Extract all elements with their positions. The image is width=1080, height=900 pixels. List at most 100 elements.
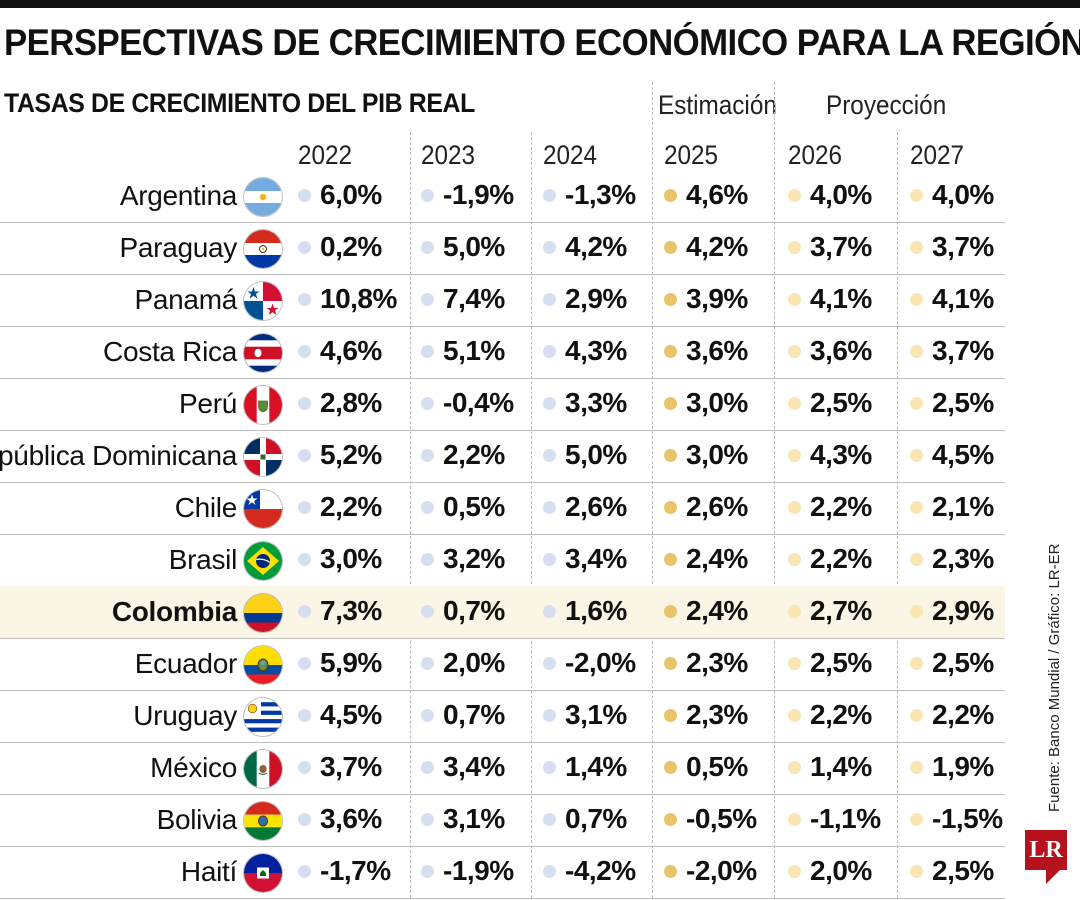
value-label: -1,7% bbox=[320, 855, 391, 886]
value-dot bbox=[298, 449, 311, 462]
table-row: Paraguay 0,2% 5,0% 4,2% 4,2% 3,7% 3,7% bbox=[0, 222, 1005, 275]
value-dot bbox=[298, 605, 311, 618]
value-label: 2,1% bbox=[932, 491, 994, 522]
value-label: 3,3% bbox=[565, 387, 627, 418]
value-label: 4,0% bbox=[810, 179, 872, 210]
value-label: 5,0% bbox=[443, 231, 505, 262]
chart-title: PERSPECTIVAS DE CRECIMIENTO ECONÓMICO PA… bbox=[4, 22, 1080, 63]
value-label: 2,2% bbox=[810, 543, 872, 574]
value-label: 2,2% bbox=[810, 491, 872, 522]
value-label: 3,7% bbox=[932, 231, 994, 262]
value-dot bbox=[543, 293, 556, 306]
value-label: 5,1% bbox=[443, 335, 505, 366]
value-dot bbox=[788, 657, 801, 670]
value-label: 2,3% bbox=[686, 699, 748, 730]
mexico-flag-icon bbox=[244, 750, 282, 788]
value-dot bbox=[910, 553, 923, 566]
value-dot bbox=[298, 657, 311, 670]
value-label: -1,9% bbox=[443, 855, 514, 886]
value-label: 3,2% bbox=[443, 543, 505, 574]
value-dot bbox=[664, 761, 677, 774]
column-divider bbox=[774, 82, 775, 898]
value-label: 2,2% bbox=[810, 699, 872, 730]
value-dot bbox=[298, 189, 311, 202]
value-label: 2,2% bbox=[320, 491, 382, 522]
value-label: 0,5% bbox=[443, 491, 505, 522]
value-dot bbox=[421, 449, 434, 462]
value-label: 3,6% bbox=[810, 335, 872, 366]
value-label: 0,2% bbox=[320, 231, 382, 262]
country-name: Ecuador bbox=[134, 648, 238, 679]
value-label: -2,0% bbox=[686, 855, 757, 886]
value-dot bbox=[910, 605, 923, 618]
country-name: Chile bbox=[174, 492, 238, 523]
value-dot bbox=[910, 761, 923, 774]
value-label: 5,2% bbox=[320, 439, 382, 470]
value-label: 2,0% bbox=[810, 855, 872, 886]
value-label: -1,3% bbox=[565, 179, 636, 210]
value-dot bbox=[543, 553, 556, 566]
value-label: 2,4% bbox=[686, 543, 748, 574]
value-label: 3,7% bbox=[810, 231, 872, 262]
value-label: -2,0% bbox=[565, 647, 636, 678]
chile-flag-icon bbox=[244, 490, 282, 528]
value-dot bbox=[664, 293, 677, 306]
value-dot bbox=[421, 345, 434, 358]
brazil-flag-icon bbox=[244, 542, 282, 580]
value-dot bbox=[664, 449, 677, 462]
value-label: 4,6% bbox=[320, 335, 382, 366]
value-label: 4,1% bbox=[810, 283, 872, 314]
value-label: 2,3% bbox=[686, 647, 748, 678]
column-divider bbox=[531, 132, 532, 898]
value-label: 2,7% bbox=[810, 595, 872, 626]
value-label: 4,0% bbox=[932, 179, 994, 210]
country-name: México bbox=[150, 752, 237, 783]
value-dot bbox=[543, 397, 556, 410]
uruguay-flag-icon bbox=[244, 698, 282, 736]
value-dot bbox=[788, 709, 801, 722]
value-dot bbox=[298, 501, 311, 514]
value-dot bbox=[664, 605, 677, 618]
value-label: 3,6% bbox=[320, 803, 382, 834]
value-dot bbox=[910, 449, 923, 462]
value-dot bbox=[664, 813, 677, 826]
group-label-projection: Proyección bbox=[826, 90, 947, 120]
group-label-estimate: Estimación bbox=[658, 90, 777, 120]
value-dot bbox=[298, 761, 311, 774]
table-row: Bolivia 3,6% 3,1% 0,7% -0,5% -1,1% -1,5% bbox=[0, 794, 1005, 847]
country-name: Paraguay bbox=[119, 232, 238, 263]
year-header-2024: 2024 bbox=[543, 140, 598, 170]
value-dot bbox=[788, 501, 801, 514]
value-dot bbox=[298, 397, 311, 410]
table-row: Ecuador 5,9% 2,0% -2,0% 2,3% 2,5% 2,5% bbox=[0, 638, 1005, 691]
table-row: Haití -1,7% -1,9% -4,2% -2,0% 2,0% 2,5% bbox=[0, 846, 1005, 899]
country-name: Panamá bbox=[134, 284, 238, 315]
ecuador-flag-icon bbox=[244, 646, 282, 684]
value-dot bbox=[421, 605, 434, 618]
value-dot bbox=[298, 813, 311, 826]
table-row: Argentina 6,0% -1,9% -1,3% 4,6% 4,0% 4,0% bbox=[0, 170, 1005, 223]
value-dot bbox=[298, 241, 311, 254]
table-row: Brasil 3,0% 3,2% 3,4% 2,4% 2,2% 2,3% bbox=[0, 534, 1005, 587]
table-row: Chile 2,2% 0,5% 2,6% 2,6% 2,2% 2,1% bbox=[0, 482, 1005, 535]
value-dot bbox=[298, 709, 311, 722]
value-dot bbox=[421, 189, 434, 202]
table-row: Costa Rica 4,6% 5,1% 4,3% 3,6% 3,6% 3,7% bbox=[0, 326, 1005, 379]
value-dot bbox=[910, 189, 923, 202]
value-label: 2,2% bbox=[932, 699, 994, 730]
year-header-2022: 2022 bbox=[298, 140, 353, 170]
value-label: 2,0% bbox=[443, 647, 505, 678]
value-dot bbox=[788, 813, 801, 826]
value-label: 4,6% bbox=[686, 179, 748, 210]
value-label: 2,5% bbox=[932, 387, 994, 418]
value-dot bbox=[543, 761, 556, 774]
year-header-2027: 2027 bbox=[910, 140, 965, 170]
value-dot bbox=[910, 345, 923, 358]
value-dot bbox=[664, 501, 677, 514]
value-label: 2,5% bbox=[810, 387, 872, 418]
value-label: -1,1% bbox=[810, 803, 881, 834]
value-label: 7,4% bbox=[443, 283, 505, 314]
value-dot bbox=[664, 657, 677, 670]
peru-flag-icon bbox=[244, 386, 282, 424]
value-dot bbox=[298, 553, 311, 566]
